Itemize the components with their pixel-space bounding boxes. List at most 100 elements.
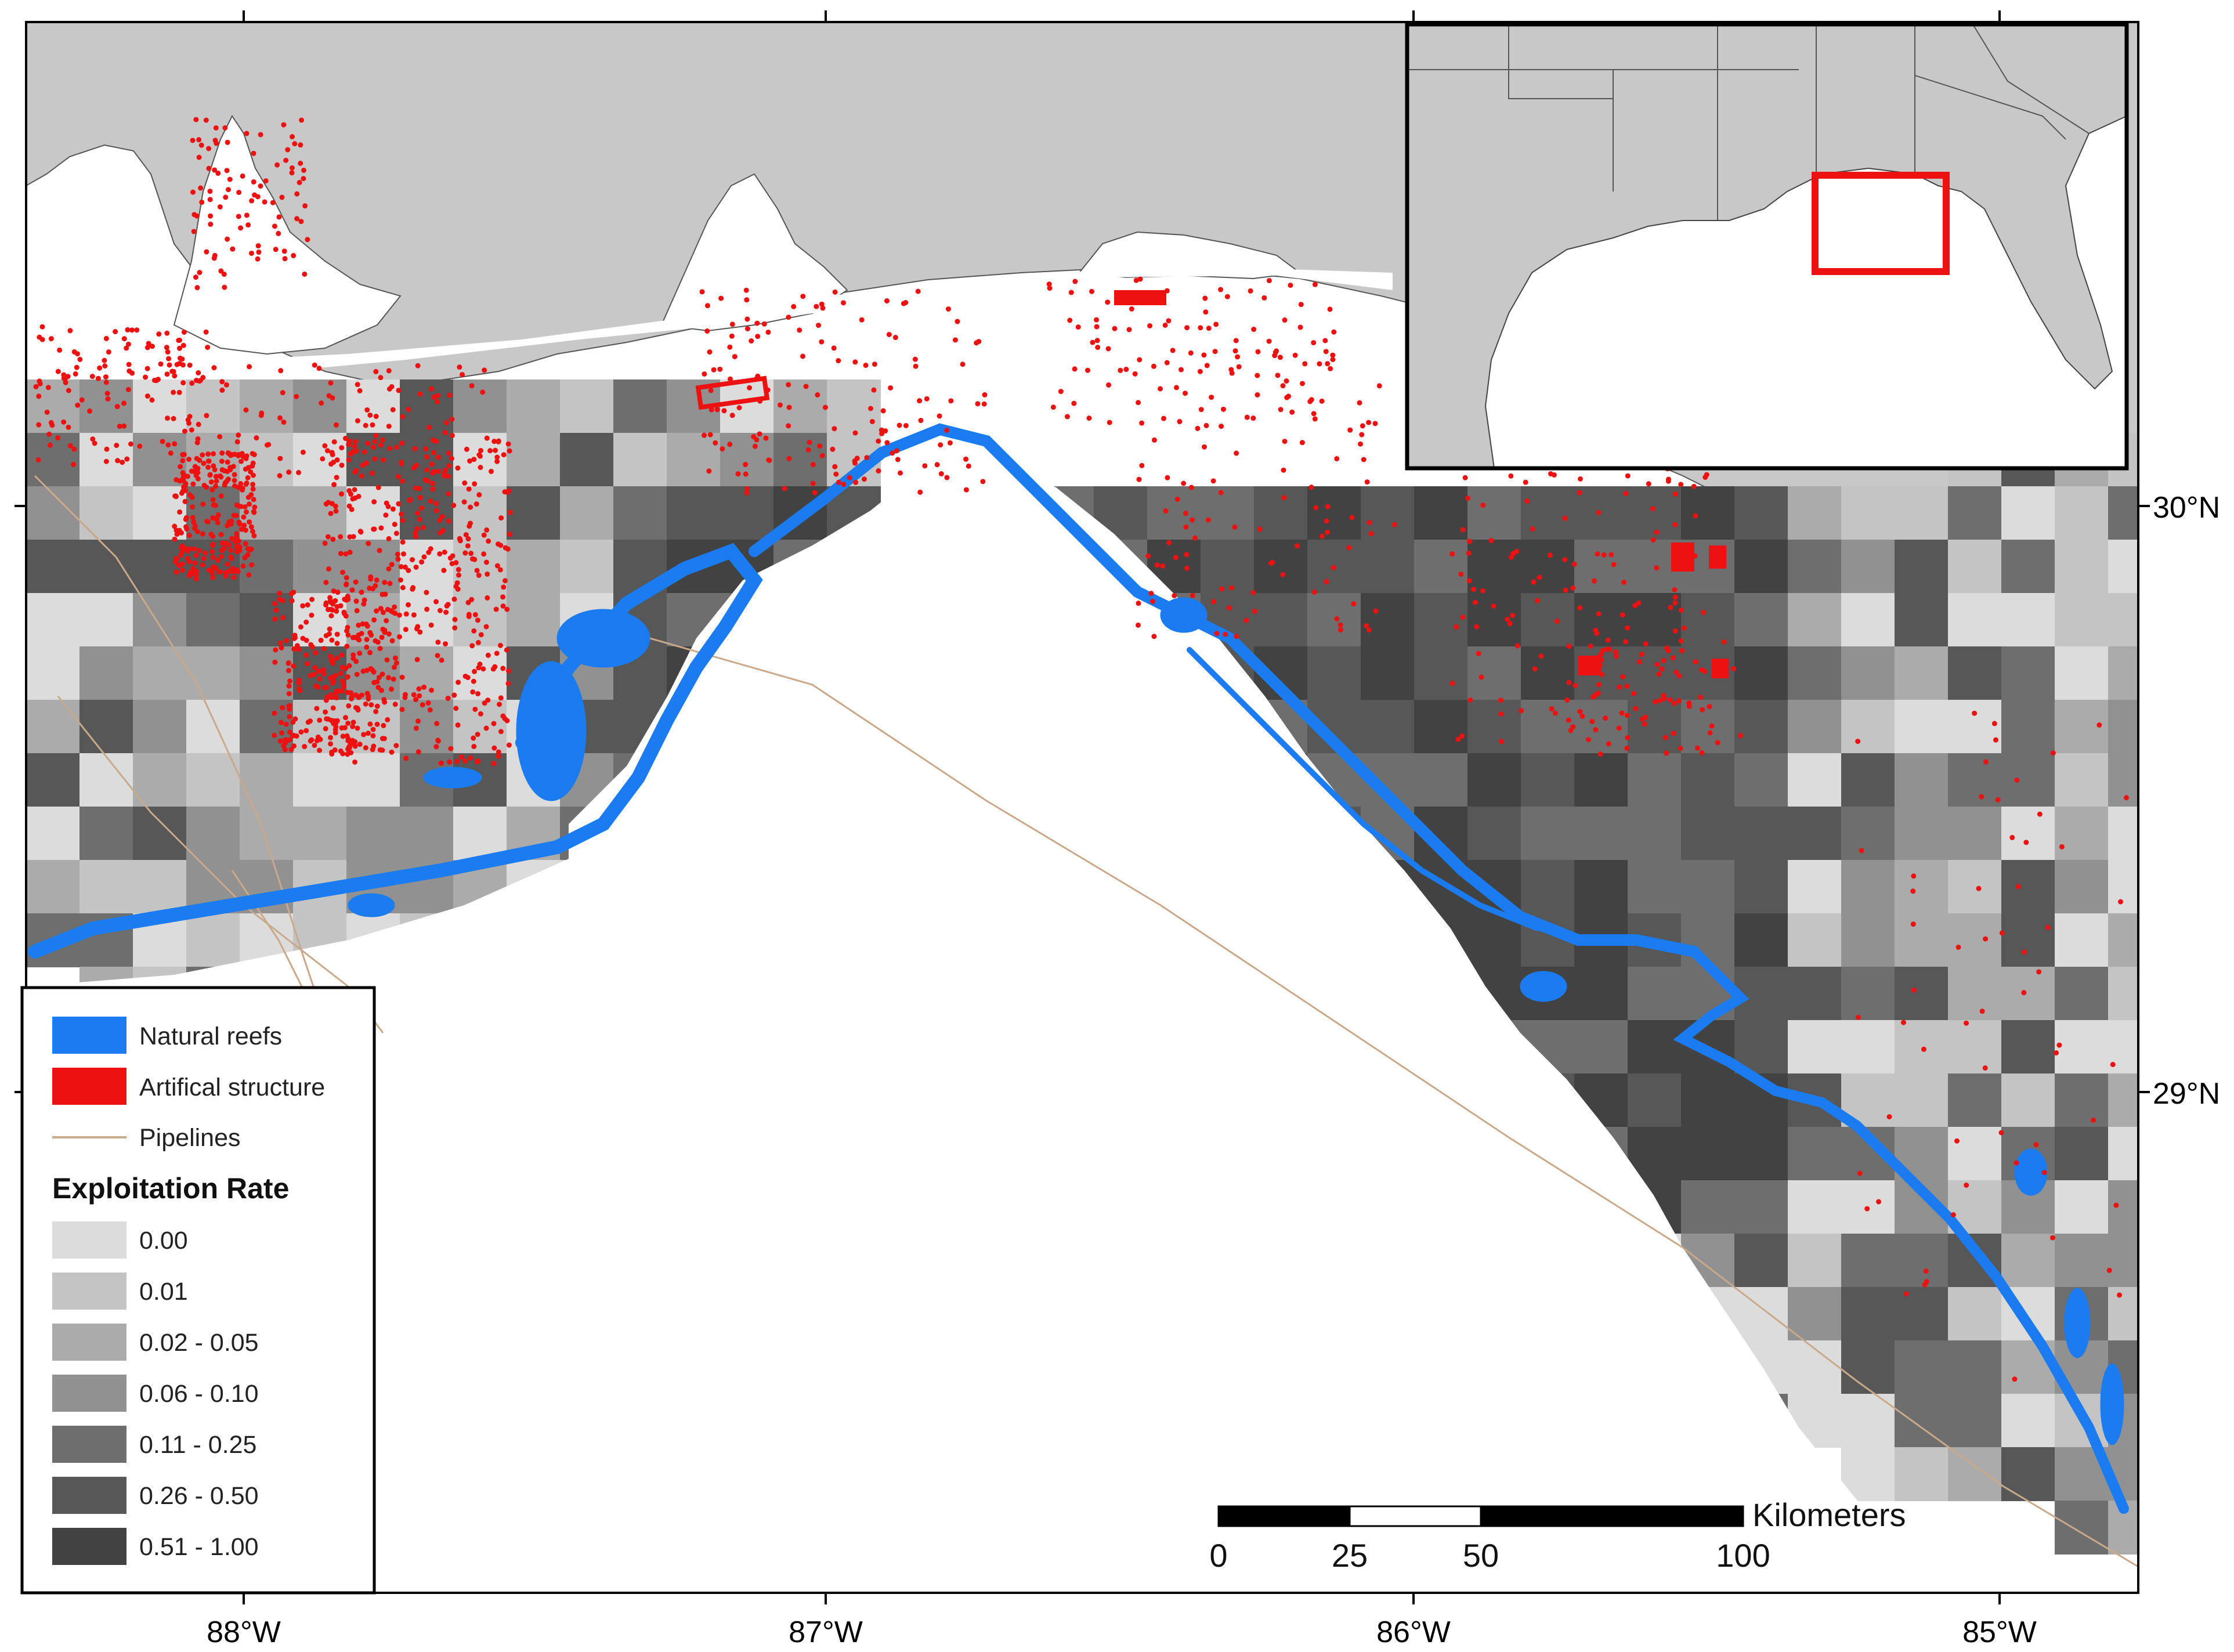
artificial-structure <box>212 252 218 258</box>
artificial-structure <box>66 388 71 393</box>
artificial-structure <box>749 338 754 344</box>
artificial-structure <box>325 534 331 540</box>
artificial-structure <box>1177 419 1183 425</box>
scale-tick-100: 100 <box>1716 1537 1770 1574</box>
artificial-structure <box>186 456 192 462</box>
artificial-structure <box>463 532 469 538</box>
artificial-structure <box>326 716 331 722</box>
artificial-structure <box>400 478 406 484</box>
artificial-structure <box>1137 357 1143 363</box>
artificial-structure <box>1252 609 1257 614</box>
artificial-structure <box>255 243 261 249</box>
artificial-structure <box>291 743 297 749</box>
artificial-structure <box>1105 346 1111 352</box>
artificial-structure <box>353 579 359 585</box>
artificial-structure <box>417 391 423 397</box>
grid-cell <box>2108 913 2138 967</box>
artificial-structure <box>231 574 237 580</box>
artificial-structure <box>1707 730 1713 736</box>
artificial-structure <box>702 371 707 377</box>
artificial-structure <box>252 504 258 510</box>
artificial-structure <box>115 458 121 464</box>
artificial-structure <box>126 368 132 374</box>
artificial-structure <box>144 393 150 399</box>
artificial-structure <box>294 733 299 739</box>
grid-cell <box>1895 913 1949 967</box>
artificial-structure <box>280 705 285 711</box>
artificial-structure <box>236 544 241 550</box>
artificial-structure <box>311 671 317 677</box>
grid-cell <box>26 540 80 594</box>
artificial-structure <box>1154 562 1160 568</box>
artificial-structure <box>245 552 251 558</box>
artificial-structure <box>744 486 750 492</box>
artificial-structure <box>317 717 323 723</box>
artificial-structure <box>1672 587 1678 592</box>
artificial-structure <box>317 747 323 753</box>
grid-cell <box>1361 593 1415 647</box>
artificial-structure <box>430 486 436 492</box>
artificial-structure <box>1491 603 1496 609</box>
artificial-structure <box>74 364 79 370</box>
artificial-structure <box>876 468 881 474</box>
artificial-structure <box>343 551 349 557</box>
artificial-structure <box>1174 496 1180 502</box>
artificial-structure <box>1876 1199 1882 1205</box>
artificial-structure <box>1686 703 1692 709</box>
artificial-structure <box>67 443 73 449</box>
artificial-structure <box>847 475 852 480</box>
artificial-structure <box>1548 471 1554 477</box>
artificial-structure <box>299 117 305 123</box>
artificial-structure <box>1983 759 1989 765</box>
artificial-structure <box>462 480 468 486</box>
artificial-structure <box>103 458 109 464</box>
artificial-structure <box>1164 360 1170 366</box>
artificial-structure <box>280 598 285 603</box>
artificial-structure <box>355 418 360 424</box>
artificial-structure <box>980 479 986 485</box>
artificial-structure <box>215 520 220 526</box>
artificial-structure <box>955 319 960 324</box>
artificial-structure <box>417 516 422 522</box>
artificial-structure <box>1566 717 1571 723</box>
grid-cell <box>1948 700 2002 754</box>
artificial-structure <box>373 583 378 588</box>
grid-cell <box>1895 1073 1949 1127</box>
artificial-structure <box>752 443 758 449</box>
artificial-structure <box>332 747 338 753</box>
grid-cell <box>2108 593 2138 647</box>
artificial-structure <box>224 168 230 173</box>
artificial-structure <box>206 146 212 151</box>
artificial-structure <box>1233 338 1239 344</box>
grid-cell <box>1841 967 1895 1021</box>
artificial-structure <box>1224 294 1230 299</box>
artificial-structure <box>210 541 216 547</box>
artificial-structure <box>502 578 508 584</box>
artificial-structure <box>279 194 285 200</box>
artificial-structure <box>1606 741 1612 747</box>
scale-segment-50-100 <box>1480 1505 1744 1527</box>
artificial-structure <box>915 288 921 294</box>
artificial-structure <box>338 670 344 676</box>
artificial-structure <box>729 321 735 327</box>
artificial-structure <box>1317 361 1322 367</box>
artificial-structure <box>179 561 185 567</box>
artificial-structure <box>426 425 432 431</box>
artificial-structure <box>410 586 415 592</box>
artificial-structure <box>800 294 806 299</box>
grid-cell <box>773 379 827 433</box>
artificial-structure <box>213 483 219 489</box>
grid-cell <box>1414 753 1468 807</box>
artificial-structure <box>1192 535 1198 541</box>
artificial-structure <box>343 715 349 721</box>
artificial-structure-block-5 <box>1578 656 1602 675</box>
artificial-structure <box>1357 441 1363 447</box>
artificial-structure <box>1480 588 1486 594</box>
artificial-structure <box>286 691 292 696</box>
artificial-structure <box>884 440 890 446</box>
artificial-structure <box>1617 684 1622 690</box>
artificial-structure <box>1508 554 1514 560</box>
artificial-structure <box>426 550 432 555</box>
artificial-structure <box>180 380 186 386</box>
artificial-structure <box>1523 479 1528 485</box>
